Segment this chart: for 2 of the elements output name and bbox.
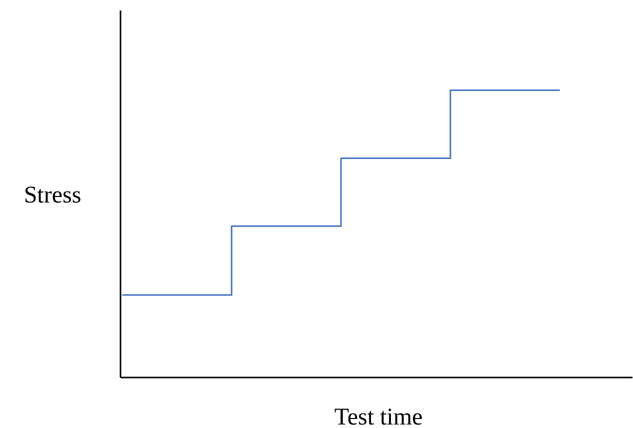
x-axis-title: Test time [334, 404, 423, 428]
y-axis-title: Stress [24, 182, 82, 208]
